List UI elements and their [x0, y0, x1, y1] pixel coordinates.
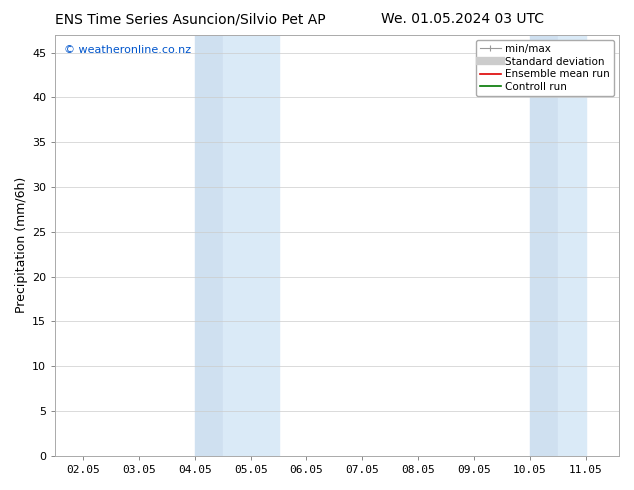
- Text: ENS Time Series Asuncion/Silvio Pet AP: ENS Time Series Asuncion/Silvio Pet AP: [55, 12, 325, 26]
- Bar: [529, 35, 558, 456]
- Text: © weatheronline.co.nz: © weatheronline.co.nz: [64, 45, 191, 55]
- Y-axis label: Precipitation (mm/6h): Precipitation (mm/6h): [15, 177, 28, 314]
- Legend: min/max, Standard deviation, Ensemble mean run, Controll run: min/max, Standard deviation, Ensemble me…: [476, 40, 614, 96]
- Bar: [223, 35, 278, 456]
- Text: We. 01.05.2024 03 UTC: We. 01.05.2024 03 UTC: [381, 12, 545, 26]
- Bar: [558, 35, 586, 456]
- Bar: [195, 35, 223, 456]
